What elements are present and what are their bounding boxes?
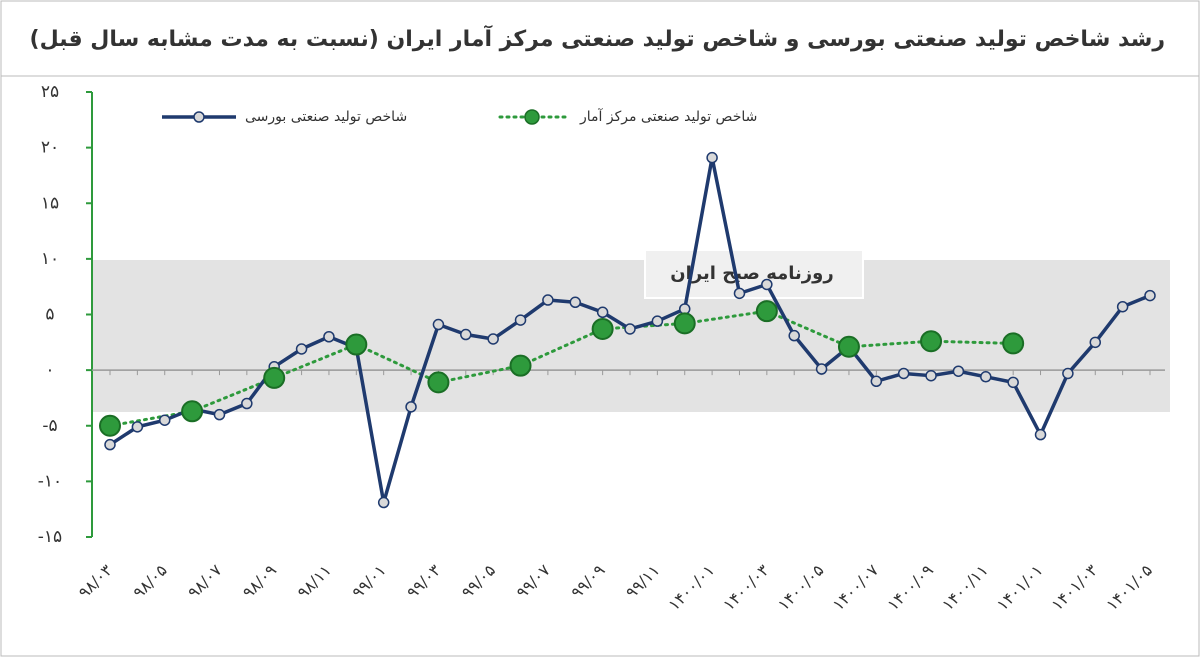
x-tick-label: ۹۹/۱۱ [622, 561, 664, 603]
series-1-point [1062, 367, 1074, 380]
x-tick-label: ۱۴۰۱/۰۵ [1102, 561, 1156, 615]
series-2-segment [272, 343, 358, 380]
x-tick-label: ۹۹/۰۷ [512, 560, 554, 602]
series-2-point [345, 333, 368, 356]
series-1-point [241, 397, 253, 410]
chart-title: رشد شاخص تولید صنعتی بورسی و شاخص تولید … [30, 24, 1165, 52]
y-tick-label: ۲۵ [41, 82, 59, 102]
series-1-point [158, 414, 171, 426]
series-1-point [432, 318, 445, 331]
x-tick-label: ۱۴۰۰/۱۱ [938, 561, 992, 615]
series-1-point [295, 343, 308, 355]
x-tick-label: ۱۴۰۰/۰۹ [883, 561, 937, 615]
series-1-point [1116, 300, 1129, 313]
series-1-point [624, 323, 636, 335]
series-1-point [815, 363, 828, 375]
legend-label: شاخص تولید صنعتی بورسی [245, 109, 407, 125]
series-2-segment [436, 364, 523, 384]
series-2-segment [929, 339, 1015, 345]
y-tick-label: ۲۰ [41, 138, 59, 158]
series-2-point [591, 317, 614, 340]
series-2-point [920, 330, 943, 353]
x-tick-label: ۹۹/۰۱ [348, 561, 390, 603]
series-1-point [569, 296, 582, 309]
series-1-point [405, 401, 417, 413]
series-1-point [487, 333, 499, 345]
series-2-point [755, 300, 778, 323]
series-1-point [925, 369, 937, 382]
y-tick-label: ۱۵ [41, 193, 59, 213]
x-tick-label: ۱۴۰۱/۰۳ [1048, 560, 1102, 614]
x-tick-label: ۱۴۰۰/۰۱ [664, 561, 718, 615]
x-tick-label: ۹۸/۰۹ [239, 561, 281, 603]
y-tick-label: -۱۰ [38, 471, 62, 491]
x-tick-label: ۹۹/۰۵ [458, 561, 500, 603]
series-1-point [1089, 336, 1102, 349]
watermark: روزنامه صبح ایران [670, 263, 833, 284]
series-1-point [706, 151, 718, 164]
x-tick-label: ۹۹/۰۹ [567, 561, 609, 603]
series-1-point [788, 329, 800, 342]
series-2-point [181, 400, 204, 423]
y-tick-label: ۵ [45, 305, 54, 325]
x-tick-label: ۹۹/۰۳ [403, 560, 445, 602]
series-1-point [104, 438, 116, 451]
series-1-point [761, 278, 773, 291]
series-2-segment [190, 376, 276, 413]
series-2-segment [519, 327, 605, 368]
series-1-point [1144, 289, 1156, 302]
y-tick-label: -۵ [42, 416, 57, 436]
x-tick-label: ۱۴۰۰/۰۵ [774, 561, 828, 615]
x-tick-label: ۹۸/۱۱ [293, 561, 335, 603]
series-1-point [870, 375, 883, 387]
series-2-point [427, 371, 450, 394]
legend-marker [524, 109, 540, 125]
y-tick-label: ۰ [45, 360, 54, 380]
x-tick-label: ۱۴۰۰/۰۳ [719, 560, 773, 614]
series-2-point [1002, 332, 1025, 355]
plot-frame [0, 75, 1200, 657]
series-2-segment [354, 343, 440, 384]
watermark-box [644, 249, 864, 299]
x-tick-label: ۹۸/۰۷ [184, 560, 226, 602]
series-2-segment [765, 309, 851, 349]
series-1-point [213, 408, 226, 421]
series-2-point [263, 366, 286, 389]
y-tick-label: ۱۰ [41, 249, 59, 269]
series-1-point [897, 367, 910, 380]
series-1-point [460, 328, 472, 341]
series-1-point [733, 287, 746, 300]
series-1-point [542, 294, 554, 306]
series-1-point [1007, 376, 1019, 389]
series-1-point [377, 496, 390, 509]
title-box [0, 0, 1200, 77]
series-1-point [651, 315, 664, 327]
series-2-segment [847, 339, 933, 349]
x-tick-label: ۱۴۰۱/۰۱ [993, 561, 1047, 615]
series-2-point [509, 354, 532, 377]
series-2-segment [683, 309, 769, 325]
series-2-point [837, 335, 860, 358]
legend-marker [193, 111, 205, 123]
x-tick-label: ۹۸/۰۵ [129, 561, 171, 603]
legend-label: شاخص تولید صنعتی مرکز آمار [579, 108, 757, 125]
x-tick-label: ۹۸/۰۳ [74, 560, 116, 602]
x-tick-label: ۱۴۰۰/۰۷ [829, 560, 883, 614]
series-1-point [323, 331, 335, 343]
series-1-point [596, 306, 609, 319]
series-2-point [99, 414, 121, 437]
series-1-point [980, 371, 992, 383]
y-tick-label: -۱۵ [38, 527, 62, 547]
series-2-point [673, 312, 696, 335]
series-1-point [131, 421, 144, 433]
series-1-point [1034, 428, 1047, 441]
series-1-point [514, 314, 527, 326]
series-1-point [952, 365, 965, 377]
